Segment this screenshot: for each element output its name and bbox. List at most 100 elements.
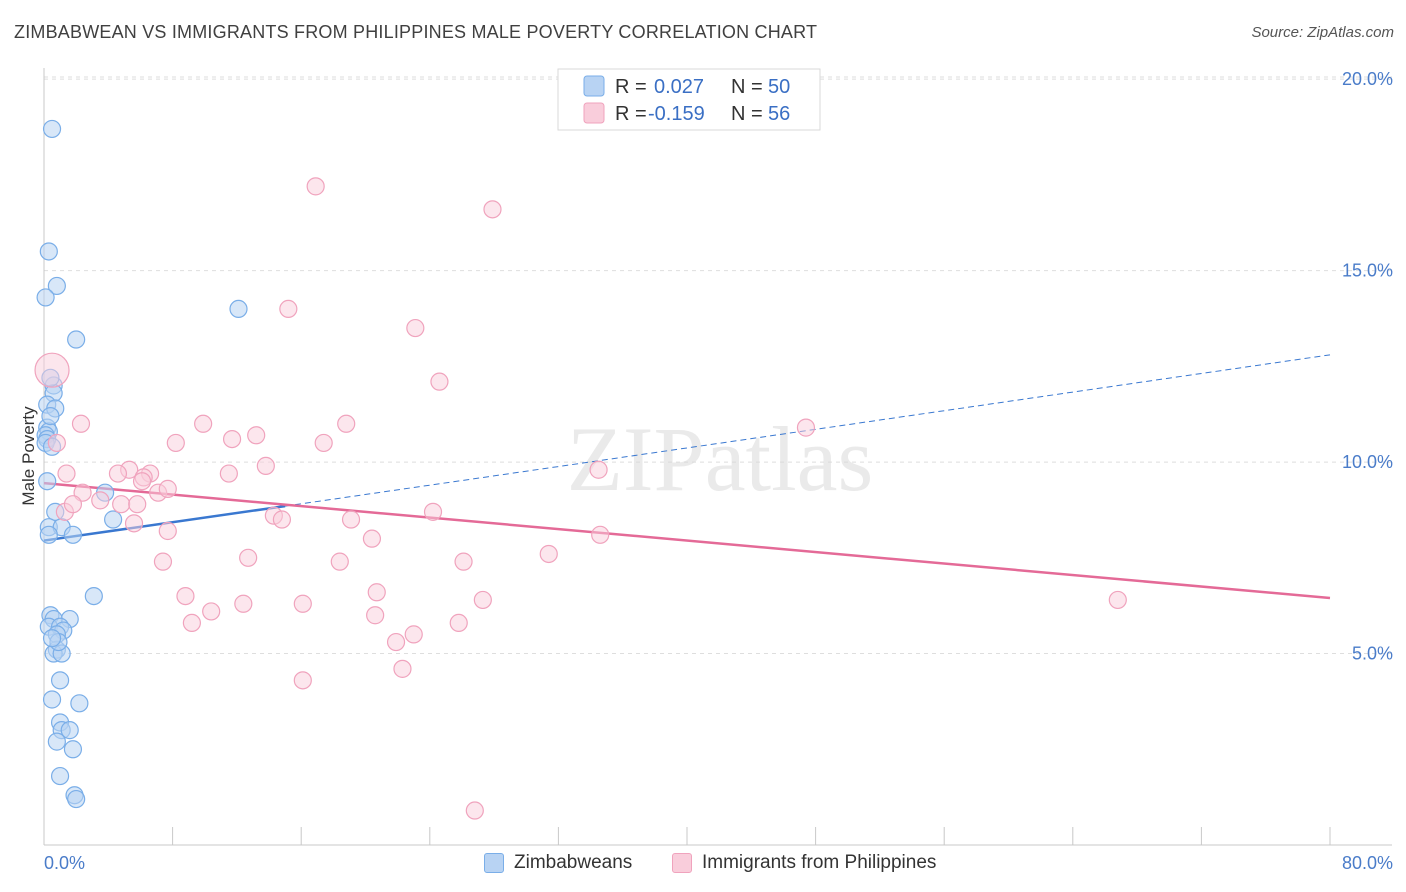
point-philippines-50: [366, 606, 385, 625]
point-philippines-18: [219, 464, 238, 483]
point-philippines-39: [539, 544, 558, 564]
point-zimbabweans-21: [39, 525, 58, 544]
y-tick-label-0: 5.0%: [1352, 644, 1393, 664]
point-philippines-2: [279, 299, 298, 319]
bottom-legend-philippines: Immigrants from Philippines: [672, 852, 936, 874]
point-philippines-33: [272, 510, 292, 529]
point-philippines-46: [234, 594, 253, 613]
point-zimbabweans-42: [50, 766, 70, 786]
point-zimbabweans-0: [42, 119, 62, 139]
point-philippines-25: [158, 479, 177, 498]
point-zimbabweans-18: [104, 510, 123, 529]
trend-line-philippines: [43, 481, 1331, 600]
point-philippines-36: [158, 521, 177, 541]
point-philippines-53: [404, 625, 423, 644]
gridlines: [44, 76, 1392, 655]
point-zimbabweans-5: [67, 330, 86, 349]
y-tick-label-2: 15.0%: [1342, 261, 1393, 281]
point-philippines-20: [57, 464, 76, 483]
bottom-legend-swatch-philippines: [672, 853, 692, 873]
point-philippines-42: [330, 552, 349, 571]
legend-n-label-2: N =: [731, 103, 763, 125]
point-philippines-1: [483, 200, 502, 219]
point-philippines-55: [393, 659, 412, 678]
bottom-legend-swatch-zimbabweans: [484, 853, 504, 873]
point-philippines-21: [108, 464, 128, 483]
y-tick-label-3: 20.0%: [1342, 69, 1393, 89]
point-philippines-3: [406, 318, 425, 338]
point-philippines-51: [182, 613, 201, 633]
point-philippines-45: [176, 586, 195, 606]
y-tick-label-1: 10.0%: [1342, 452, 1393, 472]
point-philippines-10: [247, 426, 266, 445]
point-zimbabweans-45: [41, 407, 60, 426]
legend-swatch-philippines: [583, 102, 605, 124]
watermark: ZIPatlas: [567, 408, 874, 510]
y-axis-label: Male Poverty: [19, 406, 38, 506]
point-zimbabweans-39: [60, 721, 79, 740]
bottom-legend: Zimbabweans Immigrants from Philippines: [0, 852, 1406, 878]
point-philippines-37: [591, 525, 610, 544]
point-zimbabweans-36: [70, 694, 89, 713]
point-philippines-44: [367, 583, 386, 602]
point-philippines-29: [128, 495, 147, 514]
point-zimbabweans-2: [47, 276, 66, 296]
point-philippines-27: [91, 491, 110, 510]
point-philippines-6: [71, 414, 91, 433]
point-philippines-54: [386, 632, 406, 652]
point-philippines-48: [473, 590, 492, 610]
point-philippines-52: [449, 613, 468, 633]
point-zimbabweans-3: [36, 288, 55, 307]
point-philippines-49: [202, 602, 221, 621]
point-philippines-34: [341, 510, 361, 529]
point-philippines-31: [423, 502, 443, 521]
point-philippines-8: [337, 414, 356, 433]
series-philippines-points: [34, 177, 1127, 820]
point-philippines-16: [589, 460, 608, 479]
legend-n-label-1: N =: [731, 76, 763, 98]
point-philippines-43: [454, 552, 473, 571]
legend-box: R = 0.027 N = 50 R = -0.159 N = 56: [557, 68, 821, 131]
point-philippines-40: [239, 548, 258, 567]
x-tick-label-1: 80.0%: [1342, 853, 1393, 873]
point-zimbabweans-34: [50, 671, 70, 690]
point-philippines-0: [306, 177, 325, 196]
point-zimbabweans-35: [42, 690, 62, 709]
point-zimbabweans-1: [39, 242, 58, 261]
point-zimbabweans-49: [42, 629, 62, 648]
bottom-legend-zimbabweans: Zimbabweans: [484, 852, 632, 874]
point-zimbabweans-4: [229, 299, 248, 319]
bottom-legend-label-philippines: Immigrants from Philippines: [702, 852, 937, 873]
point-zimbabweans-15: [38, 472, 57, 491]
point-philippines-47: [293, 594, 312, 613]
chart-source: Source: ZipAtlas.com: [1251, 24, 1394, 41]
legend-r-value-2: -0.159: [648, 103, 705, 125]
point-zimbabweans-23: [84, 586, 103, 606]
point-philippines-58: [1108, 590, 1127, 610]
point-philippines-4: [34, 352, 70, 388]
point-philippines-23: [132, 472, 152, 491]
legend-swatch-zimbabweans: [583, 75, 605, 97]
point-zimbabweans-40: [47, 732, 66, 751]
legend-r-value-1: 0.027: [654, 76, 704, 98]
point-philippines-35: [124, 514, 144, 533]
series-zimbabweans-points: [36, 119, 248, 809]
point-philippines-13: [314, 433, 333, 453]
legend-n-value-1: 50: [768, 76, 790, 98]
point-zimbabweans-22: [63, 525, 83, 544]
legend-r-label-2: R =: [615, 103, 647, 125]
point-philippines-12: [166, 433, 185, 453]
x-tick-labels: 0.0% 80.0%: [44, 853, 1393, 873]
point-philippines-7: [194, 414, 213, 433]
legend-r-label-1: R =: [615, 76, 647, 98]
legend-n-value-2: 56: [768, 103, 790, 125]
x-tick-label-0: 0.0%: [44, 853, 85, 873]
point-philippines-9: [796, 418, 816, 437]
point-philippines-15: [256, 456, 275, 476]
point-philippines-14: [47, 433, 66, 453]
point-philippines-28: [112, 495, 131, 514]
point-philippines-41: [153, 552, 173, 571]
y-tick-labels: 5.0% 10.0% 15.0% 20.0%: [1342, 69, 1393, 663]
axes: [43, 68, 1392, 846]
